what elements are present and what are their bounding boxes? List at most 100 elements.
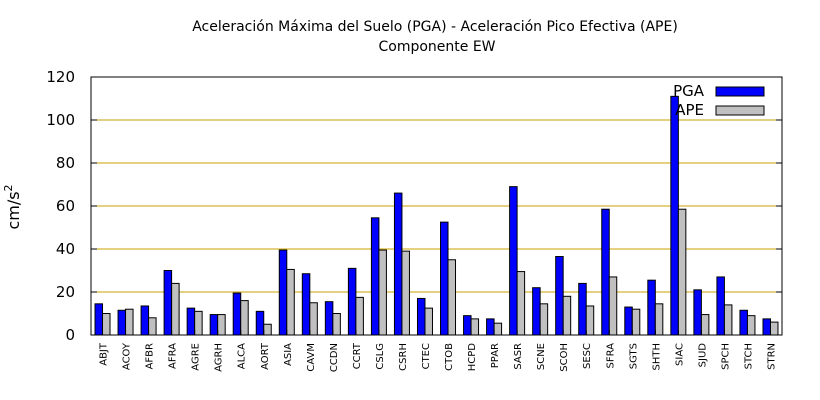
y-axis-label: cm/s2: [2, 184, 23, 229]
bar-pga-asia: [278, 249, 288, 336]
bar-pga-agre: [186, 307, 196, 336]
grid-lines: [91, 119, 782, 293]
legend-swatch-ape: [715, 105, 765, 116]
bar-ape-ccrt: [355, 296, 364, 336]
bar-pga-csrh: [393, 192, 403, 336]
bar-pga-cslg: [370, 217, 380, 336]
bar-pga-cavm: [301, 273, 311, 336]
bar-ape-alca: [240, 300, 249, 336]
bar-ape-csrh: [401, 250, 410, 336]
x-tick-label: STCH: [743, 343, 754, 369]
bar-pga-alca: [232, 292, 242, 336]
bar-pga-ctob: [440, 221, 449, 336]
x-tick-label: SJUD: [697, 343, 708, 368]
axes: 0 20 40 60 80 100 120 ABJT ACOY AFBR AFRA AGRE AGRH A…: [46, 68, 782, 372]
y-tick-label: 60: [56, 197, 75, 215]
bar-ape-ppar: [493, 322, 503, 336]
x-tick-label: AORT: [260, 342, 271, 370]
bar-pga-ccrt: [347, 267, 357, 336]
bar-pga-shth: [647, 279, 656, 336]
x-tick-label: AFRA: [168, 343, 179, 369]
bar-ape-ctob: [447, 259, 457, 336]
bar-pga-sasr: [509, 186, 518, 336]
bar-pga-abjt: [94, 303, 104, 336]
bar-pga-aort: [255, 310, 265, 336]
y-tick-label: 80: [56, 154, 75, 172]
legend: PGA APE: [673, 82, 765, 119]
bar-pga-sgts: [624, 306, 633, 336]
y-tick-label: 100: [46, 111, 75, 129]
bar-ape-sesc: [585, 305, 595, 336]
bar-pga-hcpd: [463, 315, 472, 336]
x-tick-label: SASR: [513, 343, 524, 370]
y-axis-label-superscript: 2: [2, 184, 15, 191]
y-tick-label: 120: [46, 68, 75, 86]
bar-pga-ccdn: [324, 301, 334, 336]
x-tick-label: SHTH: [651, 343, 662, 371]
bar-ape-sasr: [516, 271, 526, 336]
legend-label-ape: APE: [675, 101, 704, 119]
x-tick-label: HCPD: [467, 343, 478, 372]
bar-ape-siac: [677, 208, 687, 336]
bar-ape-spch: [723, 304, 733, 336]
x-tick-label: SGTS: [628, 343, 639, 369]
bar-ape-shth: [654, 303, 664, 336]
x-tick-label: SCOH: [559, 343, 570, 372]
x-tick-label: SCNE: [536, 343, 547, 370]
chart-title: Aceleración Máxima del Suelo (PGA) - Ace…: [192, 19, 678, 35]
bars: [94, 95, 779, 336]
bar-ape-ccdn: [332, 313, 341, 336]
svg-text:cm/s2: cm/s2: [2, 184, 23, 229]
x-tick-label: CCDN: [329, 343, 340, 372]
bar-ape-cslg: [378, 249, 387, 336]
bar-pga-sesc: [578, 282, 587, 336]
bar-pga-sjud: [693, 289, 702, 336]
y-tick-label: 0: [65, 326, 75, 344]
x-tick-label: SPCH: [720, 343, 731, 370]
x-tick-label: SFRA: [605, 343, 616, 369]
bar-ape-cavm: [309, 302, 318, 336]
y-tick-label: 40: [56, 240, 75, 258]
x-tick-label: CTEC: [421, 343, 432, 369]
x-tick-label: ABJT: [99, 342, 110, 366]
bar-ape-sfra: [608, 276, 618, 336]
y-axis-label-text: cm/s: [4, 191, 23, 229]
legend-swatch-pga: [715, 86, 765, 97]
bar-ape-aort: [263, 323, 272, 336]
x-tick-label: SESC: [582, 343, 593, 369]
x-tick-label: ASIA: [283, 343, 294, 366]
bar-ape-scne: [539, 303, 549, 336]
x-tick-label: CAVM: [306, 343, 317, 372]
bar-pga-scne: [532, 287, 541, 336]
bar-ape-sgts: [631, 308, 641, 336]
bar-ape-scoh: [562, 295, 572, 336]
bar-ape-acoy: [125, 308, 134, 336]
bar-pga-siac: [670, 95, 679, 336]
x-tick-label: AGRH: [214, 343, 225, 372]
bar-ape-stch: [746, 315, 756, 336]
bar-pga-spch: [716, 276, 725, 336]
bar-ape-afra: [171, 282, 180, 336]
bar-pga-afbr: [140, 305, 150, 336]
bar-pga-acoy: [117, 309, 127, 336]
y-tick-label: 20: [56, 283, 75, 301]
bar-pga-strn: [762, 318, 771, 336]
x-tick-label: SIAC: [674, 343, 685, 366]
bar-ape-abjt: [102, 313, 111, 336]
bar-ape-afbr: [148, 317, 157, 336]
chart-subtitle: Componente EW: [378, 39, 495, 55]
x-tick-label: CSLG: [375, 343, 386, 370]
x-tick-label: CSRH: [398, 343, 409, 371]
x-tick-label: CTOB: [444, 343, 455, 371]
x-tick-label: AFBR: [145, 343, 156, 369]
x-tick-label: STRN: [766, 343, 777, 370]
bar-pga-ppar: [486, 318, 495, 336]
bar-ape-agre: [194, 310, 203, 336]
x-tick-label: PPAR: [490, 343, 501, 368]
x-tick-label: ACOY: [122, 342, 133, 370]
bar-ape-asia: [286, 268, 295, 336]
bar-ape-agrh: [217, 314, 226, 336]
bar-pga-ctec: [416, 297, 426, 336]
bar-pga-afra: [163, 270, 173, 336]
x-tick-label: AGRE: [191, 343, 202, 371]
